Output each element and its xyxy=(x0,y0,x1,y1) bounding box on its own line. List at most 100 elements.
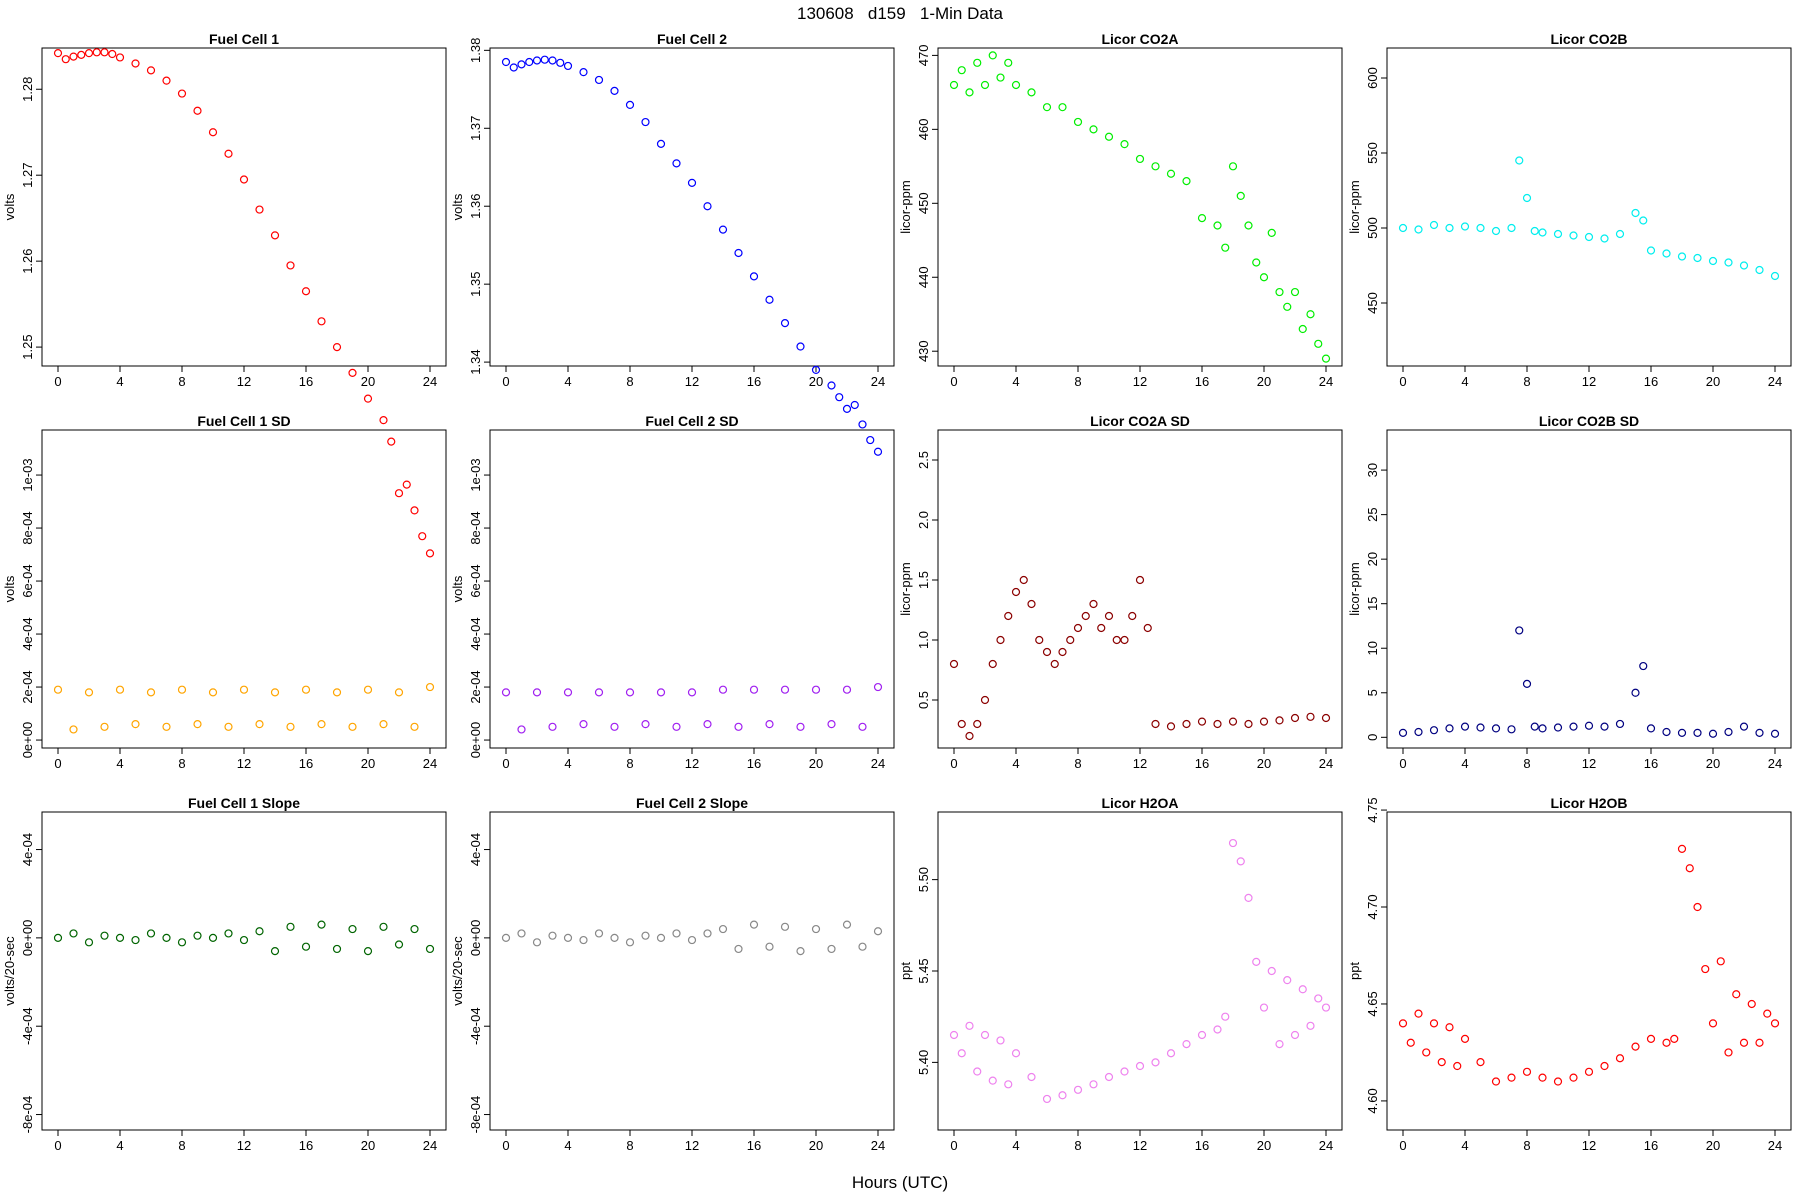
data-point xyxy=(1553,1077,1563,1086)
series-points xyxy=(53,920,435,956)
y-axis-label: ppt xyxy=(1347,962,1362,980)
x-tick-label: 8 xyxy=(626,374,633,389)
y-tick-label: 470 xyxy=(916,45,931,67)
data-point xyxy=(1058,1091,1067,1100)
data-point xyxy=(1135,575,1145,585)
panel-fc1: Fuel Cell 1 volts 0 4 8 12 16 20 24 1.25 1.26 1.27 1… xyxy=(2,31,447,558)
panel-fc1slope: Fuel Cell 1 Slope volts/20-sec 0 4 8 12 16 20 24… xyxy=(2,795,447,1153)
data-point xyxy=(556,58,565,67)
data-point xyxy=(1739,1038,1749,1047)
x-tick-label: 8 xyxy=(1523,1138,1530,1153)
data-point xyxy=(1306,310,1315,319)
y-tick-label: 8e-04 xyxy=(468,511,483,544)
data-point xyxy=(1104,1072,1114,1082)
data-point xyxy=(270,947,280,956)
data-point xyxy=(517,725,526,734)
data-point xyxy=(108,49,117,59)
data-point xyxy=(317,720,326,729)
y-tick-label: 4e-04 xyxy=(468,617,483,650)
x-tick-label: 16 xyxy=(299,374,313,389)
x-tick-label: 20 xyxy=(1257,1138,1271,1153)
data-point xyxy=(1716,957,1725,966)
data-point xyxy=(1414,1009,1423,1018)
data-point xyxy=(1236,191,1245,201)
data-point xyxy=(957,719,966,729)
x-tick-label: 24 xyxy=(1768,1138,1782,1153)
data-point xyxy=(579,935,588,945)
x-tick-label: 12 xyxy=(1582,756,1596,771)
data-point xyxy=(540,55,549,64)
data-point xyxy=(1236,857,1245,866)
data-point xyxy=(1763,1009,1772,1018)
data-point xyxy=(379,922,388,931)
x-tick-label: 16 xyxy=(747,374,761,389)
y-tick-label: -8e-04 xyxy=(468,1096,483,1134)
data-point xyxy=(146,66,156,75)
data-point xyxy=(1081,611,1090,621)
y-tick-label: 2.5 xyxy=(916,451,931,469)
y-tick-label: 1.28 xyxy=(20,77,35,102)
data-point xyxy=(270,688,280,697)
data-point xyxy=(1221,1012,1230,1021)
data-point xyxy=(131,935,140,945)
y-axis-label: volts/20-sec xyxy=(2,936,17,1006)
data-point xyxy=(317,317,326,326)
data-point xyxy=(53,49,63,58)
data-point xyxy=(162,76,171,85)
data-point xyxy=(1662,727,1671,737)
y-tick-label: 0 xyxy=(1365,734,1380,741)
data-point xyxy=(1406,1038,1415,1047)
y-tick-label: 1e-03 xyxy=(468,458,483,491)
y-tick-label: 0.5 xyxy=(916,691,931,709)
x-tick-label: 12 xyxy=(1133,756,1147,771)
x-tick-label: 16 xyxy=(1195,1138,1209,1153)
data-point xyxy=(988,659,997,669)
x-tick-label: 20 xyxy=(809,1138,823,1153)
data-point xyxy=(1089,125,1098,134)
plot-frame xyxy=(41,47,447,367)
data-point xyxy=(980,1030,990,1040)
data-point xyxy=(850,400,859,410)
panel-title: Fuel Cell 2 Slope xyxy=(636,795,748,811)
data-point xyxy=(594,75,604,85)
y-tick-label: 6e-04 xyxy=(20,564,35,597)
panel-title: Licor CO2A SD xyxy=(1090,413,1190,429)
data-point xyxy=(239,935,249,945)
y-tick-label: 25 xyxy=(1365,507,1380,521)
y-axis-label: licor-ppm xyxy=(1347,562,1362,615)
data-point xyxy=(548,931,557,940)
data-point xyxy=(1035,635,1044,645)
data-point xyxy=(1739,261,1749,270)
data-point xyxy=(811,685,821,694)
y-tick-label: 20 xyxy=(1365,552,1380,566)
data-point xyxy=(402,480,411,489)
data-point xyxy=(1507,223,1516,233)
data-point xyxy=(410,722,419,731)
y-tick-label: 1.38 xyxy=(468,38,483,63)
data-point xyxy=(703,929,712,938)
x-tick-label: 20 xyxy=(1706,756,1720,771)
y-tick-label: 1.5 xyxy=(916,571,931,589)
x-tick-label: 12 xyxy=(685,1138,699,1153)
data-point xyxy=(1429,1019,1439,1028)
data-point xyxy=(1770,271,1780,281)
data-point xyxy=(811,365,821,374)
data-point xyxy=(965,88,974,97)
data-point xyxy=(348,924,357,934)
data-point xyxy=(965,731,974,741)
panel-h2oa: Licor H2OA ppt 0 4 8 12 16 20 24 5.40 5.45 5.50 xyxy=(898,795,1343,1153)
data-point xyxy=(69,929,78,938)
x-tick-label: 24 xyxy=(871,1138,885,1153)
y-tick-label: 440 xyxy=(916,266,931,288)
data-point xyxy=(363,394,373,403)
y-tick-label: 30 xyxy=(1365,463,1380,477)
x-tick-label: 0 xyxy=(950,374,957,389)
panel-title: Licor CO2A xyxy=(1101,31,1178,47)
x-tick-label: 0 xyxy=(950,756,957,771)
data-point xyxy=(1042,1094,1052,1104)
data-point xyxy=(988,51,997,60)
data-point xyxy=(749,272,759,281)
data-point xyxy=(1755,728,1764,737)
data-point xyxy=(532,938,542,947)
data-point xyxy=(84,49,94,58)
